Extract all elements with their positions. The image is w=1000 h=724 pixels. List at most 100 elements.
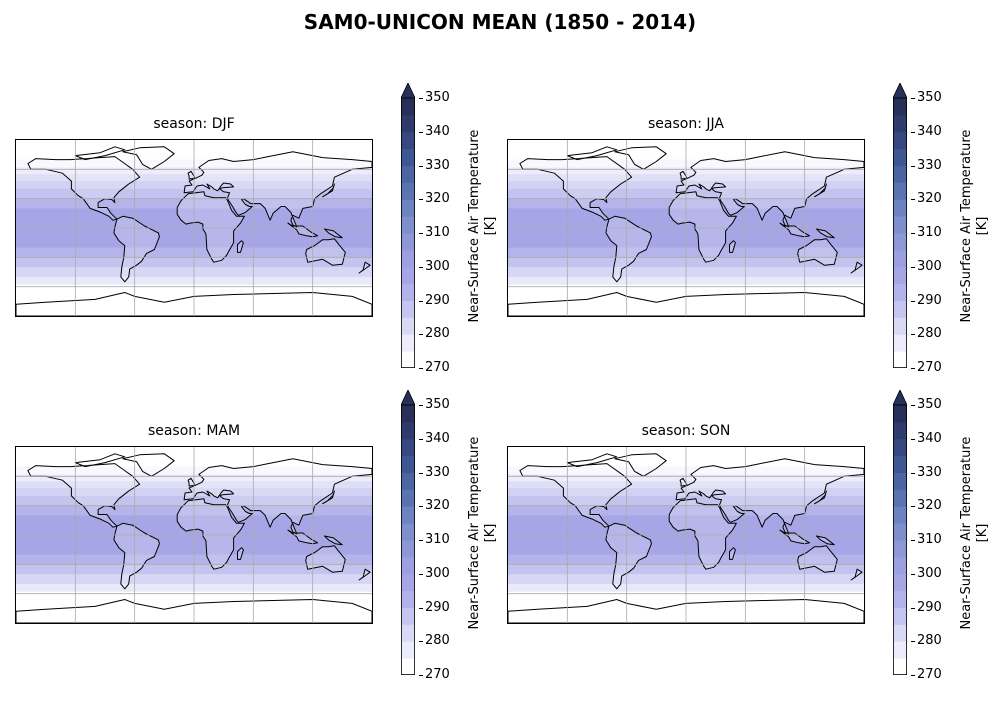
colorbar-gradient xyxy=(892,82,908,369)
colorbar-band xyxy=(893,641,907,659)
colorbar-band xyxy=(401,556,415,575)
coastline xyxy=(614,453,667,477)
colorbar-tick-mark xyxy=(911,131,915,133)
colorbar-tick-label: 270 xyxy=(425,667,450,682)
coastline xyxy=(324,228,343,239)
colorbar-band xyxy=(893,351,907,369)
coastline xyxy=(122,146,175,170)
colorbar-tick-label: 350 xyxy=(917,90,942,105)
colorbar-tick-mark xyxy=(419,472,423,474)
coastline xyxy=(358,568,371,581)
coastline xyxy=(729,547,736,560)
colorbar-band xyxy=(893,114,907,133)
colorbar-label: Near-Surface Air Temperature [K] xyxy=(959,83,990,368)
colorbar-tick-mark xyxy=(911,368,915,369)
coastline xyxy=(679,170,688,180)
colorbar-band xyxy=(401,438,415,457)
colorbar-tick-label: 350 xyxy=(917,397,942,412)
coastline xyxy=(566,453,618,468)
colorbar-band xyxy=(401,590,415,608)
colorbar-tick-label: 280 xyxy=(425,633,450,649)
colorbar-tick-mark xyxy=(419,199,423,201)
colorbar-tick-mark xyxy=(419,641,423,643)
colorbar-tick-mark xyxy=(419,165,423,167)
colorbar-band xyxy=(893,317,907,335)
colorbar-band xyxy=(401,317,415,335)
colorbar-tick-label: 310 xyxy=(917,532,942,547)
colorbar-band xyxy=(401,98,415,116)
coastline xyxy=(519,156,633,221)
colorbar-band xyxy=(401,249,415,268)
colorbar-band xyxy=(401,165,415,183)
colorbar-tick-mark xyxy=(419,300,423,302)
coastline xyxy=(187,477,196,487)
colorbar-ticks: 350 340 330 320 310 300 290 280 270 xyxy=(419,83,459,374)
colorbar-tick-label: 340 xyxy=(917,430,942,446)
colorbar-tick-mark xyxy=(911,300,915,302)
colorbar-tick-mark xyxy=(419,131,423,133)
colorbar-tick-label: 320 xyxy=(917,498,942,514)
colorbar-band xyxy=(401,334,415,352)
coastline xyxy=(850,261,863,274)
colorbar-label-line1: Near-Surface Air Temperature xyxy=(467,129,482,322)
coastline xyxy=(322,490,335,505)
colorbar-band xyxy=(893,438,907,457)
colorbar-tick-label: 290 xyxy=(425,292,450,308)
colorbar-tick-label: 300 xyxy=(425,565,450,581)
colorbar-tick-mark xyxy=(911,438,915,440)
colorbar-band xyxy=(401,114,415,133)
colorbar-tick-label: 300 xyxy=(425,258,450,274)
coastline xyxy=(614,146,667,170)
colorbar-tick-label: 280 xyxy=(425,326,450,342)
colorbar-tick-label: 310 xyxy=(917,225,942,240)
colorbar-band xyxy=(401,182,415,200)
panel-djf: season: DJF 350 340 330 320 310 300 290 280 270 … xyxy=(15,82,498,417)
colorbar-tick-label: 330 xyxy=(917,157,942,173)
colorbar-tick-mark xyxy=(419,266,423,268)
colorbar-tick-mark xyxy=(911,266,915,268)
colorbar-tick-label: 270 xyxy=(425,360,450,375)
colorbar-band xyxy=(893,249,907,268)
colorbar-tick-label: 290 xyxy=(917,292,942,308)
colorbar-label-line1: Near-Surface Air Temperature xyxy=(467,436,482,629)
colorbar-band xyxy=(401,658,415,676)
coastline xyxy=(779,222,811,238)
colorbar xyxy=(400,389,416,676)
colorbar-band xyxy=(893,624,907,642)
coastline xyxy=(27,463,141,528)
figure-title: SAM0-UNICON MEAN (1850 - 2014) xyxy=(303,10,697,34)
colorbar-tick-label: 280 xyxy=(917,633,942,649)
colorbar-band xyxy=(893,489,907,507)
colorbar-tick-mark xyxy=(911,607,915,609)
coastline xyxy=(74,146,126,161)
colorbar-tick-mark xyxy=(911,405,915,406)
panel-title: season: MAM xyxy=(147,423,241,439)
colorbar-band xyxy=(893,182,907,200)
colorbar-band xyxy=(401,300,415,318)
coastline xyxy=(779,529,811,545)
colorbar-tick-label: 310 xyxy=(425,532,450,547)
colorbar-ticks: 350 340 330 320 310 300 290 280 270 xyxy=(911,83,951,374)
colorbar-tick-mark xyxy=(419,506,423,508)
colorbar-extend-arrow xyxy=(892,82,908,99)
coastline xyxy=(519,463,633,528)
colorbar-tick-label: 320 xyxy=(425,498,450,514)
coastline xyxy=(287,222,319,238)
coastline xyxy=(679,477,688,487)
coastline xyxy=(74,453,126,468)
colorbar-outline xyxy=(401,97,415,369)
colorbar-band xyxy=(893,472,907,490)
colorbar-band xyxy=(401,472,415,490)
colorbar-band xyxy=(401,199,415,217)
coastline xyxy=(797,238,838,266)
colorbar-tick-label: 330 xyxy=(425,464,450,480)
colorbar-band xyxy=(893,421,907,440)
coastline xyxy=(122,453,175,477)
colorbar-band xyxy=(893,98,907,116)
colorbar-gradient xyxy=(400,389,416,676)
coastline xyxy=(797,545,838,573)
colorbar-band xyxy=(893,506,907,524)
colorbar-band xyxy=(401,266,415,285)
colorbar-tick-mark xyxy=(419,368,423,369)
colorbar-tick-label: 330 xyxy=(917,464,942,480)
